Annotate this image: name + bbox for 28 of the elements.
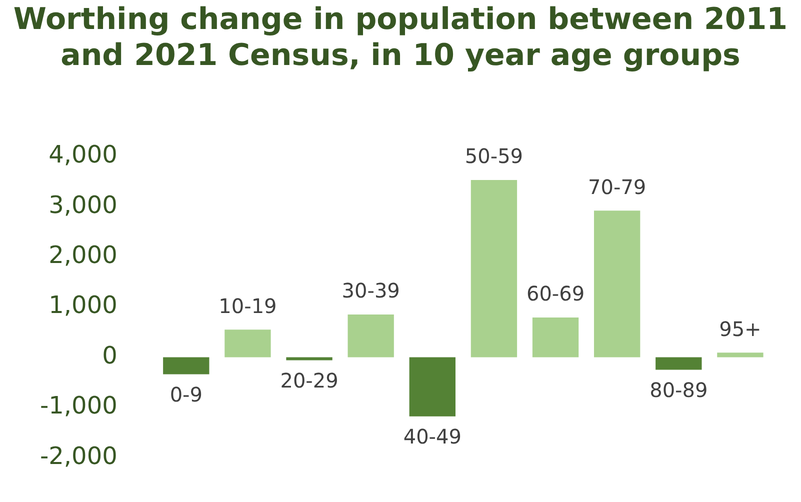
y-tick-label: -2,000 <box>40 442 118 470</box>
x-tick-label: 60-69 <box>526 282 585 306</box>
x-tick-label: 80-89 <box>650 378 708 402</box>
bar <box>286 357 332 360</box>
bar <box>656 357 702 370</box>
y-tick-label: 2,000 <box>48 241 118 270</box>
bar <box>409 357 456 416</box>
x-tick-label: 95+ <box>719 316 762 341</box>
y-tick-label: 3,000 <box>48 190 118 219</box>
bar <box>594 210 640 358</box>
bar <box>224 330 271 358</box>
chart-title: Worthing change in population between 2011 and 2021 Census, in 10 year age groups <box>12 1 789 74</box>
y-tick-label: 4,000 <box>48 140 118 169</box>
x-tick-label: 20-29 <box>280 368 338 392</box>
y-tick-label: 1,000 <box>48 291 118 320</box>
x-tick-label: 70-79 <box>588 174 646 199</box>
y-tick-label: -1,000 <box>40 392 118 420</box>
bar <box>532 318 579 358</box>
bar <box>470 180 518 358</box>
x-tick-label: 30-39 <box>342 278 400 303</box>
bar <box>163 357 210 374</box>
x-tick-label: 40-49 <box>403 424 462 449</box>
x-tick-label: 50-59 <box>464 144 524 168</box>
x-tick-label: 0-9 <box>170 382 202 406</box>
x-tick-label: 10-19 <box>218 294 277 318</box>
bar <box>348 314 394 358</box>
bar <box>717 352 764 358</box>
y-tick-label: 0 <box>102 341 118 370</box>
